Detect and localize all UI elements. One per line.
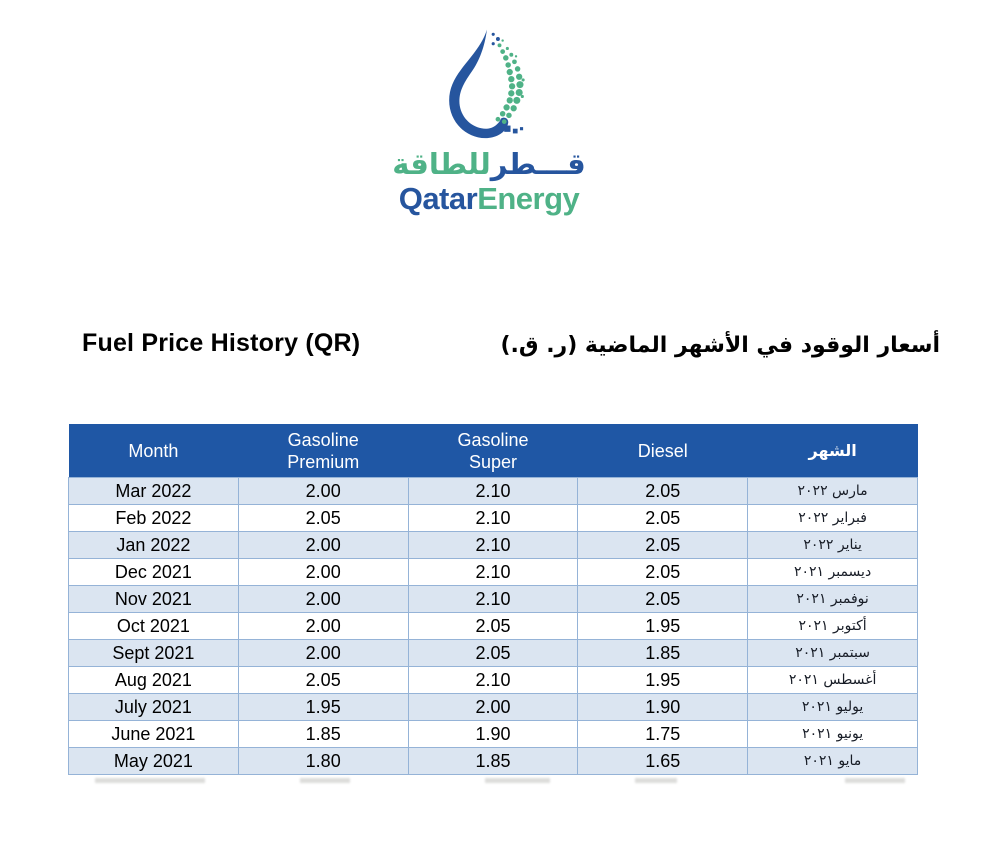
table-row: July 2021 1.95 2.00 1.90 يوليو ٢٠٢١	[68, 693, 918, 721]
cell-super: 2.10	[407, 585, 579, 613]
cell-diesel: 1.85	[577, 639, 749, 667]
cell-month: Sept 2021	[68, 639, 239, 667]
table-row: Sept 2021 2.00 2.05 1.85 سبتمبر ٢٠٢١	[68, 639, 918, 667]
cell-premium: 1.95	[237, 693, 409, 721]
table-row: Oct 2021 2.00 2.05 1.95 أكتوبر ٢٠٢١	[68, 612, 918, 640]
col-header-month: Month	[68, 424, 239, 478]
cell-diesel: 2.05	[577, 504, 749, 532]
cell-month: Feb 2022	[68, 504, 239, 532]
cell-super: 2.05	[407, 639, 579, 667]
col-header-gasoline-super: Gasoline Super	[408, 424, 578, 478]
cell-diesel: 1.90	[577, 693, 749, 721]
header-row: Month Gasoline Premium Gasoline Super Di…	[68, 424, 918, 478]
col-header-gasoline-premium: Gasoline Premium	[238, 424, 409, 478]
cell-diesel: 2.05	[577, 558, 749, 586]
logo-english-energy: Energy	[477, 181, 580, 216]
qatarenergy-logo: قـــطرللطاقة QatarEnergy	[0, 28, 978, 215]
cell-premium: 2.00	[237, 477, 409, 505]
cell-super: 1.85	[407, 747, 579, 775]
cell-super: 2.00	[407, 693, 579, 721]
table-row: Nov 2021 2.00 2.10 2.05 نوفمبر ٢٠٢١	[68, 585, 918, 613]
cell-month: May 2021	[68, 747, 239, 775]
cell-diesel: 1.75	[577, 720, 749, 748]
cell-diesel: 1.95	[577, 666, 749, 694]
cell-month: Nov 2021	[68, 585, 239, 613]
cell-premium: 2.00	[237, 639, 409, 667]
cell-diesel: 2.05	[577, 477, 749, 505]
cell-month-ar: أكتوبر ٢٠٢١	[747, 612, 918, 640]
cell-premium: 2.00	[237, 558, 409, 586]
fuel-table-body: Mar 2022 2.00 2.10 2.05 مارس ٢٠٢٢ Feb 2022 2.0…	[68, 477, 918, 775]
logo-arabic-energy: للطاقة	[392, 147, 491, 181]
cell-month: Mar 2022	[68, 477, 239, 505]
cell-super: 2.05	[407, 612, 579, 640]
page-title-arabic: أسعار الوقود في الأشهر الماضية (ر. ق.)	[500, 333, 940, 358]
table-row: June 2021 1.85 1.90 1.75 يونيو ٢٠٢١	[68, 720, 918, 748]
table-row: Aug 2021 2.05 2.10 1.95 أغسطس ٢٠٢١	[68, 666, 918, 694]
cell-super: 2.10	[407, 477, 579, 505]
cell-premium: 1.80	[237, 747, 409, 775]
logo-arabic-qatar: قـــطر	[490, 147, 586, 181]
cell-month: Aug 2021	[68, 666, 239, 694]
fuel-price-table: Month Gasoline Premium Gasoline Super Di…	[68, 424, 918, 775]
col-header-diesel: Diesel	[577, 424, 748, 478]
cell-month-ar: يونيو ٢٠٢١	[747, 720, 918, 748]
table-row: Dec 2021 2.00 2.10 2.05 ديسمبر ٢٠٢١	[68, 558, 918, 586]
table-row: Feb 2022 2.05 2.10 2.05 فبراير ٢٠٢٢	[68, 504, 918, 532]
cell-diesel: 1.95	[577, 612, 749, 640]
table-row: May 2021 1.80 1.85 1.65 مايو ٢٠٢١	[68, 747, 918, 775]
qatarenergy-drop-icon	[448, 29, 525, 139]
cell-diesel: 1.65	[577, 747, 749, 775]
cell-month: July 2021	[68, 693, 239, 721]
cell-diesel: 2.05	[577, 585, 749, 613]
cell-month: Oct 2021	[68, 612, 239, 640]
cell-premium: 2.00	[237, 612, 409, 640]
fuel-table-header: Month Gasoline Premium Gasoline Super Di…	[68, 424, 918, 478]
cell-premium: 2.05	[237, 504, 409, 532]
cell-month-ar: يوليو ٢٠٢١	[747, 693, 918, 721]
cell-month-ar: يناير ٢٠٢٢	[747, 531, 918, 559]
cell-super: 2.10	[407, 666, 579, 694]
table-row: Mar 2022 2.00 2.10 2.05 مارس ٢٠٢٢	[68, 477, 918, 505]
titles-row: Fuel Price History (QR) أسعار الوقود في …	[82, 329, 940, 363]
cell-month-ar: ديسمبر ٢٠٢١	[747, 558, 918, 586]
col-header-month-arabic: الشهر	[747, 424, 918, 478]
cell-diesel: 2.05	[577, 531, 749, 559]
cell-month-ar: مارس ٢٠٢٢	[747, 477, 918, 505]
cell-month: Jan 2022	[68, 531, 239, 559]
cell-month-ar: فبراير ٢٠٢٢	[747, 504, 918, 532]
cell-month-ar: أغسطس ٢٠٢١	[747, 666, 918, 694]
cell-premium: 1.85	[237, 720, 409, 748]
cell-super: 1.90	[407, 720, 579, 748]
cell-super: 2.10	[407, 531, 579, 559]
cell-month-ar: سبتمبر ٢٠٢١	[747, 639, 918, 667]
cell-premium: 2.00	[237, 585, 409, 613]
table-row: Jan 2022 2.00 2.10 2.05 يناير ٢٠٢٢	[68, 531, 918, 559]
logo-english-qatar: Qatar	[398, 181, 478, 216]
cropped-next-row-remnant	[68, 777, 918, 784]
cell-premium: 2.05	[237, 666, 409, 694]
cell-premium: 2.00	[237, 531, 409, 559]
cell-super: 2.10	[407, 558, 579, 586]
cell-month: Dec 2021	[68, 558, 239, 586]
logo-arabic-wordmark: قـــطرللطاقة	[392, 146, 585, 182]
page-title-english: Fuel Price History (QR)	[82, 329, 361, 357]
cell-month-ar: نوفمبر ٢٠٢١	[747, 585, 918, 613]
cell-month: June 2021	[68, 720, 239, 748]
logo-english-wordmark: QatarEnergy	[399, 182, 580, 215]
cell-month-ar: مايو ٢٠٢١	[747, 747, 918, 775]
cell-super: 2.10	[407, 504, 579, 532]
